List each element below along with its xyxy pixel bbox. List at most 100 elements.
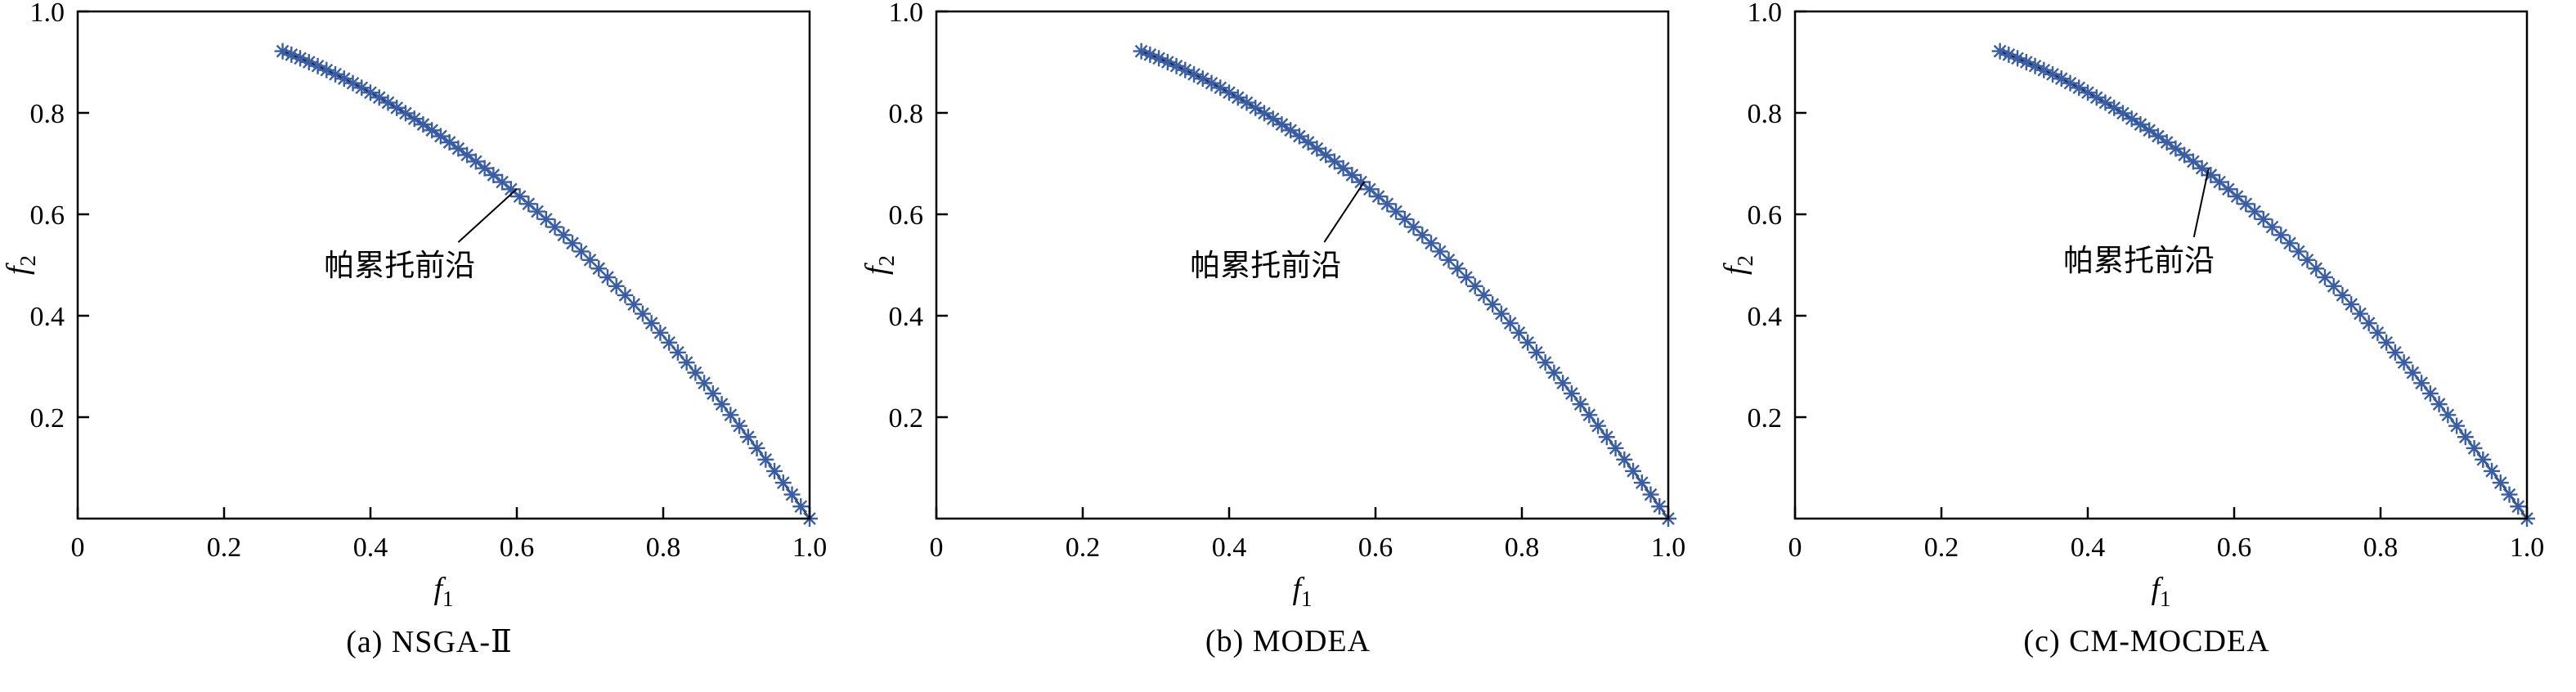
- data-point-marker: [485, 167, 502, 184]
- pareto-points: [274, 43, 818, 527]
- data-point-marker: [424, 122, 441, 139]
- data-point-marker: [2114, 105, 2131, 122]
- y-tick-label: 0.4: [889, 302, 924, 332]
- data-point-marker: [300, 53, 317, 70]
- data-point-marker: [1308, 140, 1326, 157]
- x-tick-label: 0: [1788, 532, 1802, 563]
- data-point-marker: [2378, 334, 2395, 351]
- data-point-marker: [669, 344, 686, 361]
- data-point-marker: [2282, 235, 2299, 252]
- axes-box: [935, 10, 1670, 520]
- data-point-marker: [2334, 286, 2351, 303]
- data-point-marker: [1484, 296, 1501, 313]
- pareto-front-line: [1141, 50, 1669, 519]
- y-tick-label: 0.6: [30, 200, 65, 231]
- x-tick-label: 0.6: [2217, 532, 2252, 563]
- data-point-marker: [713, 396, 730, 413]
- data-point-marker: [1405, 218, 1422, 236]
- data-point-marker: [2325, 277, 2342, 294]
- data-point-marker: [783, 486, 801, 503]
- data-point-marker: [511, 188, 528, 205]
- data-point-marker: [722, 407, 739, 424]
- data-point-marker: [661, 334, 678, 351]
- y-tick-label: 0.2: [30, 403, 65, 434]
- x-tick-label: 0.2: [1066, 532, 1101, 563]
- y-tick-label: 0.8: [30, 99, 65, 129]
- data-point-marker: [2237, 195, 2255, 213]
- data-point-marker: [1510, 324, 1528, 341]
- data-point-marker: [2202, 167, 2219, 184]
- data-point-marker: [2439, 407, 2457, 424]
- data-point-marker: [757, 451, 774, 468]
- data-point-marker: [1317, 146, 1335, 164]
- x-tick-label: 0: [930, 532, 944, 563]
- data-point-marker: [1194, 70, 1211, 88]
- data-point-marker: [2035, 61, 2053, 79]
- x-tick-label: 1.0: [1651, 532, 1686, 563]
- data-point-marker: [704, 385, 721, 402]
- data-point-marker: [2299, 251, 2316, 268]
- data-point-marker: [626, 296, 643, 313]
- tick-labels: 0 0.2 0.4 0.6 0.8 1.0 0.2 0.4 0.6 0.8 1.0: [1748, 0, 2545, 563]
- data-point-marker: [555, 227, 572, 244]
- data-point-marker: [572, 243, 590, 260]
- data-point-marker: [1335, 160, 1352, 177]
- data-point-marker: [1388, 203, 1405, 220]
- data-point-marker: [2017, 53, 2035, 70]
- data-point-marker: [2009, 50, 2026, 67]
- y-axis-label: f2: [859, 255, 899, 275]
- data-point-marker: [292, 50, 309, 67]
- axis-ticks: [76, 10, 811, 519]
- data-point-marker: [415, 116, 432, 133]
- data-point-marker: [1537, 354, 1554, 371]
- data-point-marker: [2395, 354, 2412, 371]
- data-point-marker: [1519, 334, 1537, 351]
- data-point-marker: [2184, 153, 2201, 170]
- data-point-marker: [2071, 79, 2088, 97]
- data-point-marker: [2062, 74, 2079, 92]
- data-point-marker: [1590, 417, 1607, 434]
- pareto-points: [1133, 43, 1676, 527]
- data-point-marker: [432, 128, 449, 145]
- data-point-marker: [2343, 296, 2360, 313]
- data-point-marker: [1212, 79, 1229, 97]
- data-point-marker: [370, 89, 388, 106]
- data-point-marker: [283, 46, 300, 63]
- data-point-marker: [1282, 122, 1299, 139]
- data-point-marker: [502, 181, 519, 198]
- data-point-marker: [1633, 474, 1650, 492]
- data-point-marker: [467, 153, 484, 170]
- data-point-marker: [2501, 486, 2518, 503]
- data-point-marker: [2141, 122, 2158, 139]
- data-point-marker: [1159, 53, 1176, 70]
- data-point-marker: [1501, 315, 1519, 332]
- data-point-marker: [1370, 188, 1387, 205]
- data-point-marker: [397, 105, 414, 122]
- data-point-marker: [774, 474, 792, 492]
- data-point-marker: [1221, 84, 1237, 101]
- data-point-marker: [2386, 344, 2403, 361]
- data-point-marker: [748, 439, 765, 456]
- data-point-marker: [1229, 89, 1246, 106]
- axis-ticks: [935, 10, 1670, 519]
- data-point-marker: [2097, 94, 2114, 111]
- data-point-marker: [1572, 396, 1589, 413]
- chart-b-caption: (b) MODEA: [1205, 624, 1371, 658]
- data-point-marker: [2149, 128, 2166, 145]
- data-point-marker: [2246, 203, 2264, 220]
- chart-c-plot: 0 0.2 0.4 0.6 0.8 1.0 0.2 0.4 0.6 0.8 1.0 f1 f2 帕累托前沿: [1718, 0, 2545, 611]
- x-tick-label: 0.2: [1924, 532, 1959, 563]
- x-tick-label: 0.2: [207, 532, 242, 563]
- x-tick-label: 1.0: [2510, 532, 2545, 563]
- chart-panel-a: 0 0.2 0.4 0.6 0.8 1.0 0.2 0.4 0.6 0.8 1.0 f1 f2 帕累托前沿…: [0, 0, 859, 692]
- data-point-marker: [564, 235, 581, 252]
- data-point-marker: [494, 173, 511, 191]
- data-point-marker: [1396, 210, 1413, 227]
- annotation-leader-line: [1323, 181, 1366, 243]
- data-point-marker: [1151, 50, 1168, 67]
- data-point-marker: [2421, 385, 2439, 402]
- data-point-marker: [1555, 375, 1572, 392]
- axes-box: [76, 10, 811, 520]
- data-point-marker: [450, 140, 467, 157]
- data-point-marker: [1264, 110, 1281, 128]
